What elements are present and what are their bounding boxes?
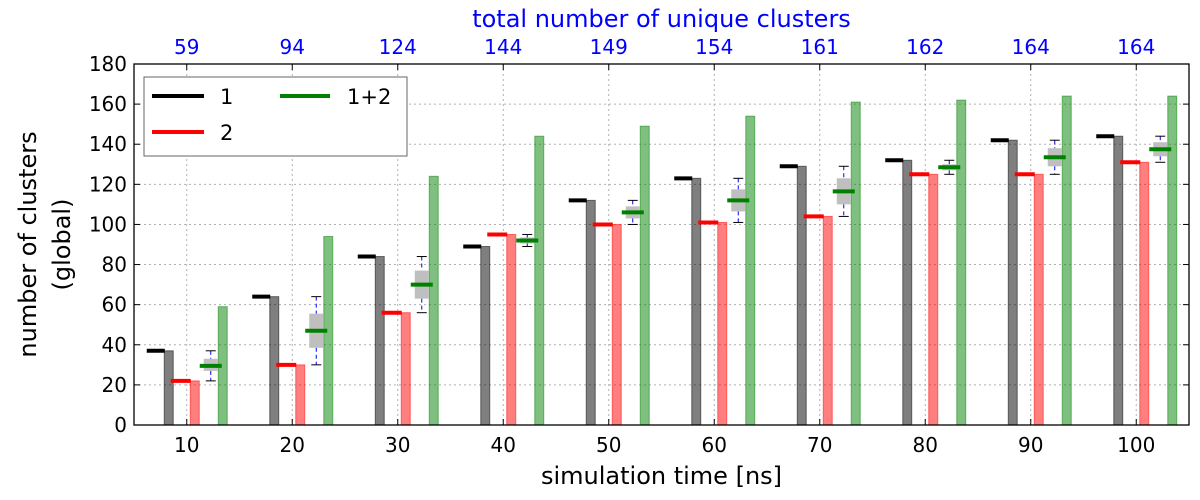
bar-series-1	[902, 159, 913, 426]
y-tick-label: 160	[89, 92, 127, 116]
x-tick-label: 20	[280, 433, 305, 457]
top-tick-label: 124	[379, 35, 417, 59]
bar-series-3	[639, 125, 650, 426]
y-tick-label: 0	[114, 413, 127, 437]
bar-series-2	[506, 233, 517, 426]
bar-series-2	[611, 223, 622, 426]
bar-series-1	[1007, 139, 1018, 426]
bar-series-1	[163, 350, 174, 426]
x-tick-label: 50	[596, 433, 621, 457]
bar-series-2	[822, 215, 833, 426]
bar-series-1	[796, 165, 807, 426]
bar-series-2	[295, 364, 306, 426]
bar-series-3	[428, 175, 439, 426]
plot-frame	[133, 63, 1190, 426]
y-tick-label: 140	[89, 132, 127, 156]
ticks-layer: 0204060801001201401601801059209430124401…	[89, 35, 1189, 457]
y-tick-label: 180	[89, 52, 127, 76]
y-axis-label-line1: number of clusters	[14, 131, 42, 357]
y-tick-label: 120	[89, 172, 127, 196]
y-tick-label: 80	[102, 253, 127, 277]
x-tick-label: 100	[1117, 433, 1155, 457]
bar-series-1	[269, 296, 280, 426]
legend: 1 2 1+2	[143, 76, 408, 157]
bar-series-1	[1113, 135, 1124, 426]
bar-series-3	[850, 101, 861, 426]
bar-series-2	[717, 221, 728, 426]
x-tick-label: 30	[385, 433, 410, 457]
y-axis-label-line2: (global)	[48, 199, 76, 291]
level-markers-layer	[146, 134, 1141, 383]
bar-series-1	[480, 246, 491, 426]
y-tick-label: 60	[102, 293, 127, 317]
bar-series-2	[1139, 161, 1150, 426]
bar-series-2	[400, 312, 411, 426]
top-axis-title: total number of unique clusters	[472, 5, 851, 33]
x-tick-label: 90	[1018, 433, 1043, 457]
top-tick-label: 144	[484, 35, 522, 59]
top-tick-label: 154	[695, 35, 733, 59]
top-tick-label: 161	[801, 35, 839, 59]
legend-label-series-3: 1+2	[347, 85, 391, 109]
bar-series-3	[534, 135, 545, 426]
bar-series-2	[928, 173, 939, 426]
x-tick-label: 40	[491, 433, 516, 457]
bar-series-1	[585, 199, 596, 426]
top-tick-label: 149	[590, 35, 628, 59]
y-tick-label: 20	[102, 373, 127, 397]
bar-series-2	[1033, 173, 1044, 426]
y-tick-label: 40	[102, 333, 127, 357]
top-tick-label: 164	[1117, 35, 1155, 59]
legend-label-series-1: 1	[220, 85, 233, 109]
bar-series-3	[1167, 95, 1178, 426]
x-tick-label: 60	[702, 433, 727, 457]
bar-series-3	[956, 99, 967, 426]
bar-series-1	[374, 256, 385, 426]
top-tick-label: 59	[174, 35, 199, 59]
bar-series-1	[691, 177, 702, 426]
bar-series-3	[745, 115, 756, 426]
top-tick-label: 162	[906, 35, 944, 59]
top-tick-label: 164	[1012, 35, 1050, 59]
top-tick-label: 94	[280, 35, 305, 59]
bar-series-3	[1061, 95, 1072, 426]
legend-box	[143, 76, 408, 157]
bar-series-2	[189, 380, 200, 426]
x-tick-label: 10	[174, 433, 199, 457]
y-tick-label: 100	[89, 212, 127, 236]
x-tick-label: 80	[913, 433, 938, 457]
boxplots-layer	[199, 135, 1172, 382]
bars-layer	[163, 95, 1178, 426]
x-tick-label: 70	[807, 433, 832, 457]
x-axis-label: simulation time [ns]	[541, 462, 782, 490]
legend-label-series-2: 2	[220, 121, 233, 145]
